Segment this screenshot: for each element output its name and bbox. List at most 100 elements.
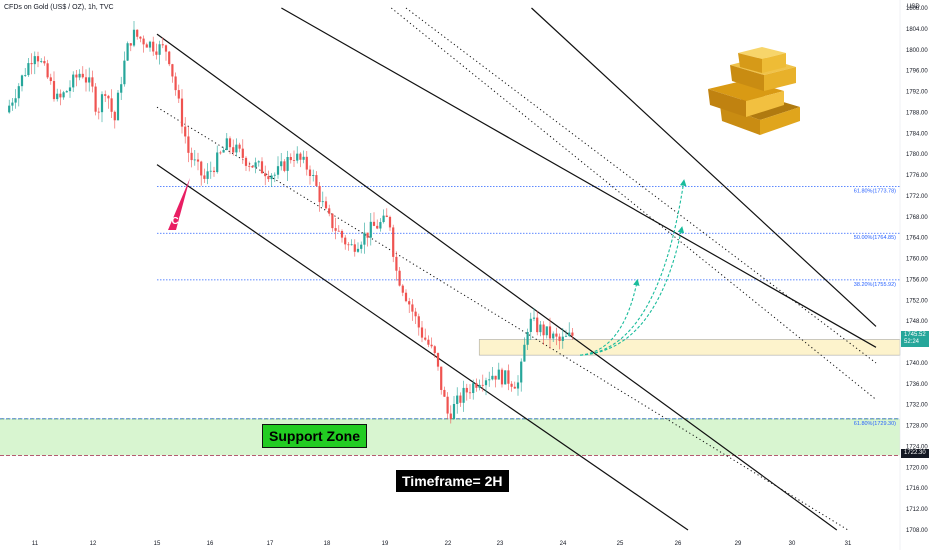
candle-body (500, 369, 504, 385)
candle-body (388, 216, 392, 228)
candle-body (27, 63, 30, 76)
candle-body (17, 86, 20, 99)
candle-body (360, 244, 363, 249)
candle-body (395, 256, 398, 271)
candle-body (424, 337, 427, 340)
candle-body (72, 74, 75, 88)
candle-body (366, 232, 369, 238)
projection-arrow (580, 226, 685, 356)
candle-body (552, 333, 555, 339)
candle-body (478, 384, 481, 388)
candle-body (94, 86, 97, 112)
candle-body (545, 326, 548, 336)
candle-body (123, 60, 126, 85)
candle-body (452, 403, 456, 419)
y-tick-label: 1708.00 (906, 528, 928, 534)
candle-body (472, 383, 475, 394)
candle-body (8, 105, 11, 113)
candle-body (494, 375, 497, 380)
candle-body (459, 395, 462, 403)
candle-body (449, 413, 452, 419)
candle-body (225, 138, 228, 150)
y-tick-label: 1792.00 (906, 90, 928, 96)
y-tick-label: 1748.00 (906, 319, 928, 325)
candle-body (392, 227, 395, 257)
fib-label: 38.20%(1755.92) (854, 282, 896, 288)
candle-body (504, 370, 507, 385)
candle-body (33, 56, 36, 65)
candle-body (292, 160, 296, 161)
candle-body (238, 144, 241, 149)
candle-body (427, 339, 430, 345)
candle-body (193, 159, 196, 161)
channel-line (531, 7, 877, 327)
candle-body (20, 75, 24, 87)
candle-body (446, 396, 449, 414)
x-tick-label: 29 (735, 541, 742, 547)
candle-body (139, 36, 142, 39)
candle-body (568, 332, 571, 336)
candle-body (244, 157, 248, 166)
candle-body (382, 215, 385, 223)
candle-body (331, 213, 334, 229)
x-tick-label: 23 (497, 541, 504, 547)
y-tick-label: 1712.00 (906, 507, 928, 513)
candle-body (497, 369, 500, 380)
candle-body (49, 77, 52, 82)
candle-body (561, 336, 564, 341)
y-tick-label: 1752.00 (906, 298, 928, 304)
y-tick-label: 1800.00 (906, 48, 928, 54)
candle-body (286, 157, 289, 171)
candle-body (340, 230, 344, 238)
candle-body (270, 175, 273, 180)
candle-body (248, 165, 251, 167)
candle-body (571, 332, 574, 336)
y-tick-label: 1776.00 (906, 173, 928, 179)
candle-body (36, 56, 40, 62)
candle-body (180, 98, 184, 127)
candle-body (75, 74, 78, 78)
candle-body (30, 63, 33, 65)
chart-title: CFDs on Gold (US$ / OZ), 1h, TVC (4, 4, 114, 11)
projection-arrow (580, 278, 640, 356)
candle-body (251, 166, 254, 168)
x-tick-label: 18 (324, 541, 331, 547)
candle-body (136, 29, 139, 37)
candle-body (219, 152, 222, 154)
resistance-zone (478, 339, 901, 356)
candle-body (548, 326, 552, 339)
candle-body (481, 384, 484, 386)
timeframe-badge: Timeframe= 2H (396, 470, 509, 492)
candle-body (78, 73, 81, 78)
fib-label: 61.80%(1773.78) (854, 189, 896, 195)
candle-body (369, 221, 372, 238)
candles-layer (8, 20, 574, 424)
candle-body (206, 171, 209, 179)
candle-body (443, 389, 446, 397)
candle-body (398, 270, 401, 286)
candle-body (539, 324, 542, 333)
candle-body (107, 95, 110, 99)
y-tick-label: 1724.00 (906, 444, 928, 450)
candle-body (299, 153, 302, 160)
candle-body (491, 375, 494, 380)
x-tick-label: 11 (32, 541, 39, 547)
candle-body (408, 301, 411, 305)
y-tick-label: 1808.00 (906, 6, 928, 12)
projection-arrow (580, 179, 687, 356)
candle-body (344, 237, 347, 245)
candle-body (536, 317, 539, 333)
candle-body (475, 383, 478, 388)
y-tick-label: 1788.00 (906, 110, 928, 116)
candle-body (65, 91, 68, 93)
candle-body (116, 92, 120, 121)
candle-body (420, 327, 424, 338)
candle-body (433, 346, 436, 354)
candle-body (376, 225, 379, 229)
x-tick-label: 17 (267, 541, 274, 547)
candle-body (468, 392, 472, 394)
y-tick-label: 1764.00 (906, 236, 928, 242)
candle-body (52, 81, 56, 100)
candle-body (321, 201, 324, 203)
